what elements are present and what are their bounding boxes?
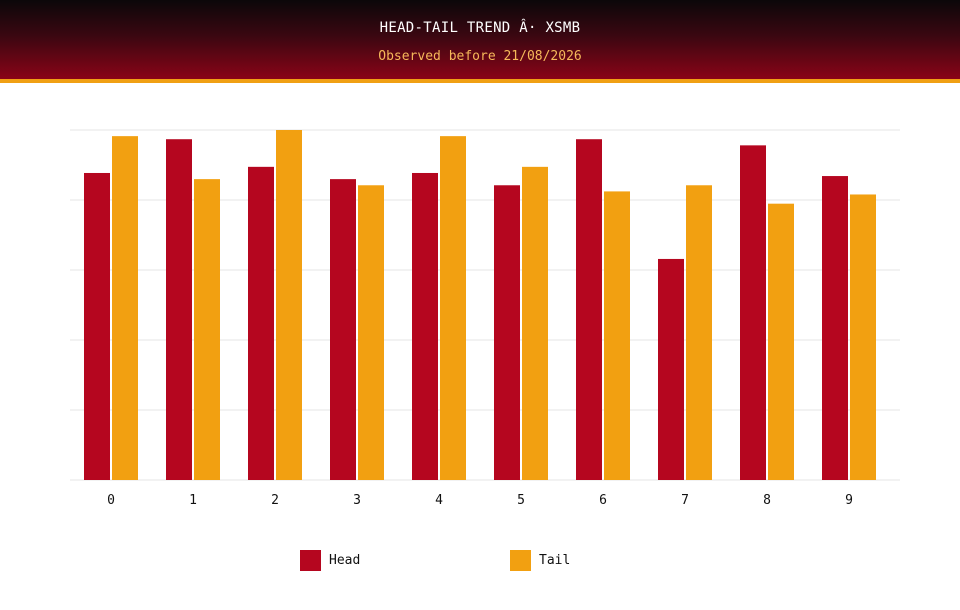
bar-head-2[interactable] <box>248 166 274 480</box>
bar-head-9[interactable] <box>822 176 848 481</box>
x-tick-label: 7 <box>681 493 689 508</box>
bar-tail-0[interactable] <box>112 136 138 480</box>
x-tick-label: 5 <box>517 493 525 508</box>
bar-tail-8[interactable] <box>768 203 794 480</box>
bar-head-1[interactable] <box>166 139 192 481</box>
header-accent-bar <box>0 79 960 83</box>
bar-head-3[interactable] <box>330 179 356 480</box>
bar-tail-6[interactable] <box>604 191 630 480</box>
bar-head-7[interactable] <box>658 258 684 480</box>
bar-head-5[interactable] <box>494 185 520 480</box>
legend-swatch-head <box>300 550 321 571</box>
bar-tail-3[interactable] <box>358 185 384 480</box>
x-tick-label: 9 <box>845 493 853 508</box>
legend-label-tail: Tail <box>539 553 571 568</box>
bar-head-4[interactable] <box>412 172 438 480</box>
header-banner <box>0 0 960 79</box>
x-tick-label: 6 <box>599 493 607 508</box>
bar-tail-5[interactable] <box>522 166 548 480</box>
bar-tail-1[interactable] <box>194 179 220 480</box>
x-tick-label: 1 <box>189 493 197 508</box>
bar-tail-2[interactable] <box>276 130 302 480</box>
x-tick-label: 8 <box>763 493 771 508</box>
bar-tail-7[interactable] <box>686 185 712 480</box>
x-tick-label: 2 <box>271 493 279 508</box>
x-tick-label: 3 <box>353 493 361 508</box>
bar-head-6[interactable] <box>576 139 602 481</box>
bar-tail-4[interactable] <box>440 136 466 480</box>
x-tick-label: 0 <box>107 493 115 508</box>
bar-tail-9[interactable] <box>850 194 876 480</box>
legend-label-head: Head <box>329 553 361 568</box>
bar-head-0[interactable] <box>84 172 110 480</box>
x-tick-label: 4 <box>435 493 443 508</box>
chart-title: HEAD-TAIL TREND Â· XSMB <box>379 20 581 36</box>
chart-subtitle: Observed before 21/08/2026 <box>378 49 582 64</box>
bar-head-8[interactable] <box>740 145 766 480</box>
legend-swatch-tail <box>510 550 531 571</box>
